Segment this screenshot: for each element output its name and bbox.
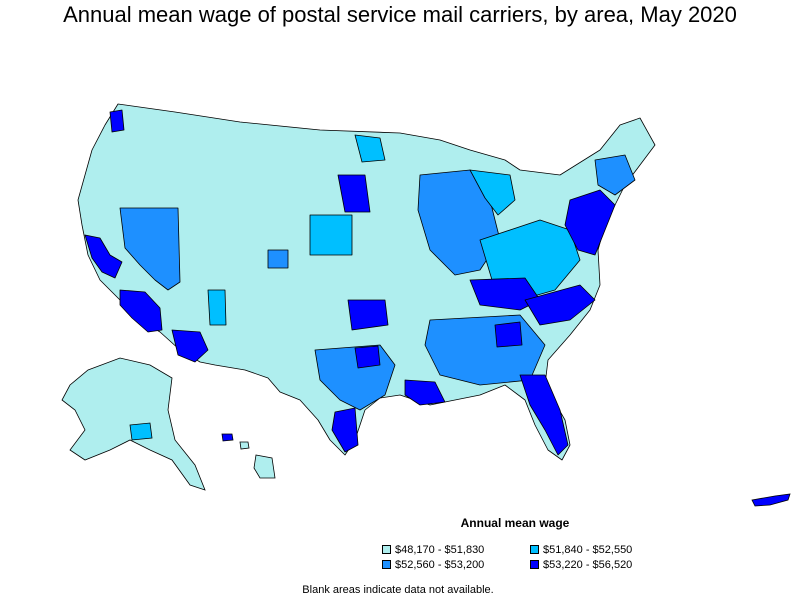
legend-swatch — [382, 560, 391, 569]
legend-item-bin3: $52,560 - $53,200 — [382, 558, 530, 571]
region-denver — [267, 249, 289, 269]
legend-swatch — [530, 545, 539, 554]
map-title: Annual mean wage of postal service mail … — [63, 2, 737, 27]
region-arizona-south — [171, 329, 209, 363]
legend-label: $48,170 - $51,830 — [395, 543, 485, 556]
region-southwest — [119, 289, 163, 333]
region-nevada — [119, 207, 181, 291]
region-california-bay — [84, 234, 123, 279]
region-kansas — [309, 214, 353, 256]
legend-title: Annual mean wage — [460, 516, 570, 530]
region-florida — [519, 374, 569, 456]
legend-label: $52,560 - $53,200 — [395, 558, 485, 571]
region-deep-south — [424, 314, 546, 386]
map-legend: Annual mean wage $48,170 - $51,830 $51,8… — [382, 516, 672, 571]
alaska — [61, 357, 206, 491]
region-atlanta — [494, 321, 523, 348]
legend-item-bin2: $51,840 - $52,550 — [530, 543, 672, 556]
region-texas-dallas — [354, 345, 381, 369]
region-louisiana — [404, 379, 446, 406]
legend-swatch — [382, 545, 391, 554]
legend-item-bin1: $48,170 - $51,830 — [382, 543, 530, 556]
region-northplains — [354, 134, 386, 163]
alaska-anchorage — [129, 422, 153, 441]
region-oklahoma — [347, 299, 389, 331]
region-texas-gulf — [331, 407, 359, 453]
region-minnesota — [337, 174, 371, 213]
region-colorado-spot — [207, 289, 227, 326]
legend-label: $53,220 - $56,520 — [543, 558, 633, 571]
region-new-england — [594, 154, 636, 196]
legend-item-bin4: $53,220 - $56,520 — [530, 558, 672, 571]
data-availability-note: Blank areas indicate data not available. — [302, 584, 494, 596]
hawaii — [221, 433, 276, 479]
legend-swatch — [530, 560, 539, 569]
legend-label: $51,840 - $52,550 — [543, 543, 633, 556]
region-seattle — [109, 109, 125, 133]
region-northeast-corridor — [564, 189, 616, 256]
region-carolinas — [524, 284, 596, 326]
region-great-lakes — [469, 169, 516, 216]
puerto-rico — [751, 493, 791, 507]
